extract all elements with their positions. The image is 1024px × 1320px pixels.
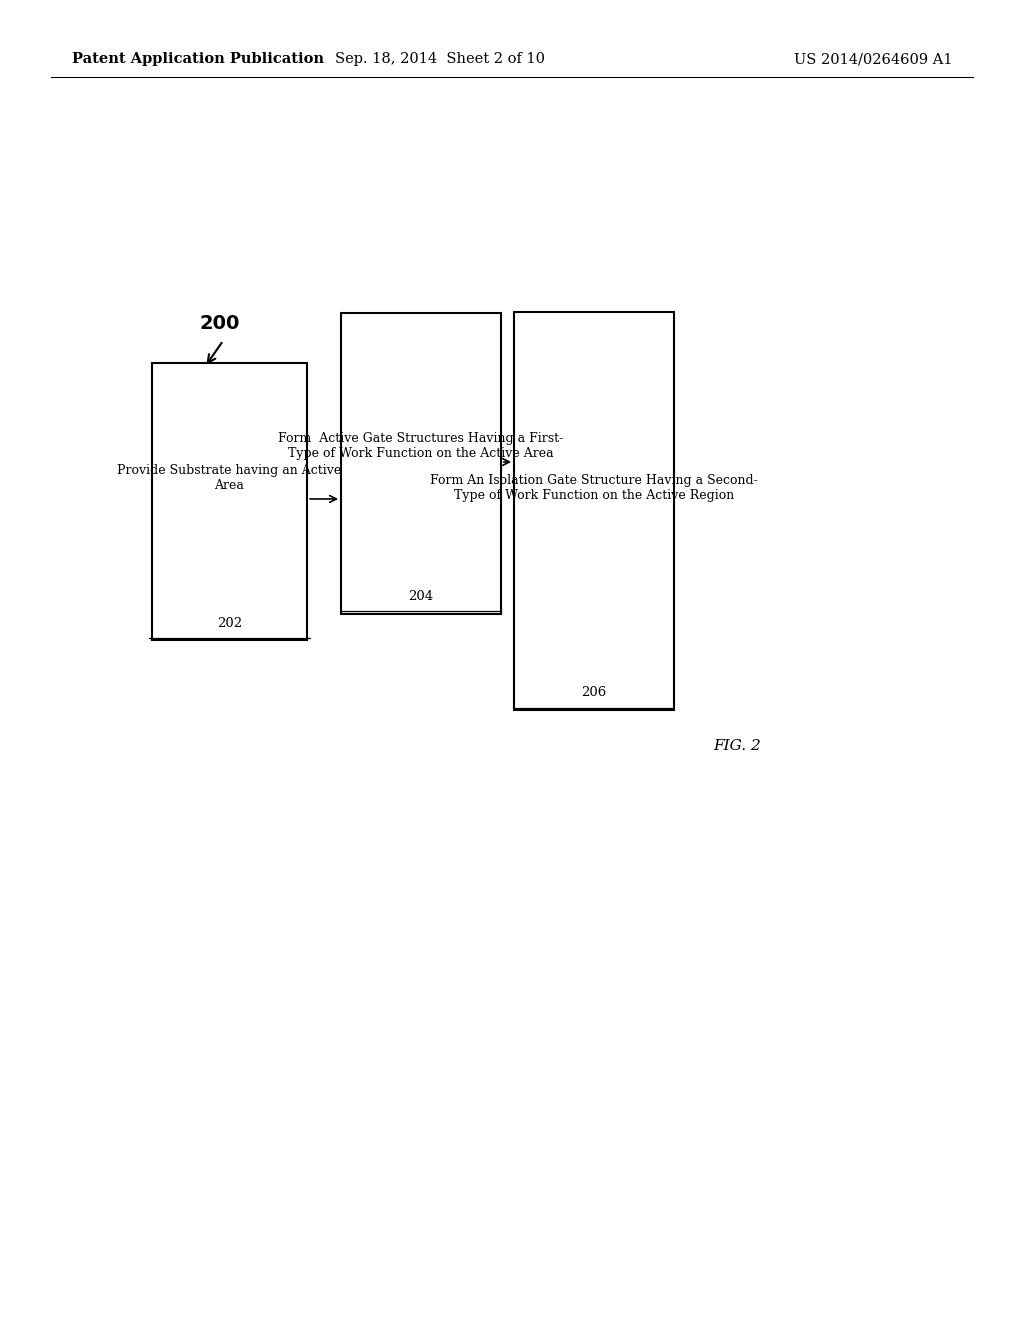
Text: Patent Application Publication: Patent Application Publication bbox=[72, 53, 324, 66]
Bar bbox=[514, 312, 674, 710]
Text: Sep. 18, 2014  Sheet 2 of 10: Sep. 18, 2014 Sheet 2 of 10 bbox=[335, 53, 546, 66]
Text: Provide Substrate having an Active
Area: Provide Substrate having an Active Area bbox=[118, 463, 341, 492]
Text: 206: 206 bbox=[582, 686, 606, 700]
Text: 200: 200 bbox=[200, 314, 241, 333]
Text: 202: 202 bbox=[217, 616, 242, 630]
Text: FIG. 2: FIG. 2 bbox=[714, 739, 761, 752]
Bar bbox=[341, 313, 501, 614]
Text: Form  Active Gate Structures Having a First-
Type of Work Function on the Active: Form Active Gate Structures Having a Fir… bbox=[279, 432, 563, 461]
Text: 204: 204 bbox=[409, 590, 433, 603]
Text: Form An Isolation Gate Structure Having a Second-
Type of Work Function on the A: Form An Isolation Gate Structure Having … bbox=[430, 474, 758, 503]
Bar bbox=[152, 363, 307, 640]
Text: US 2014/0264609 A1: US 2014/0264609 A1 bbox=[794, 53, 952, 66]
